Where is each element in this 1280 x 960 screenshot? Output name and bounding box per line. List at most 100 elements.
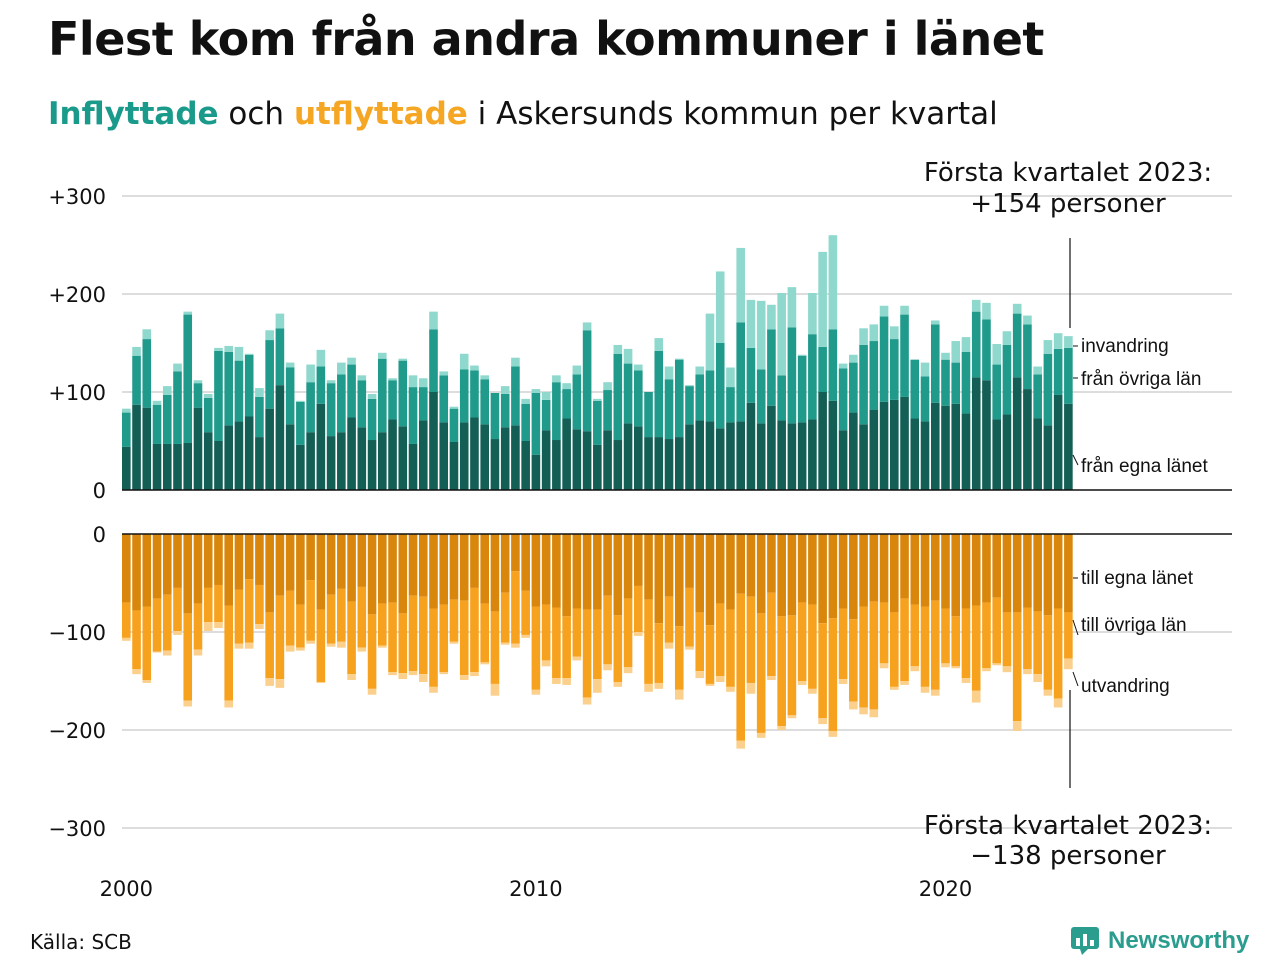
bar-inflow-own-county: [951, 403, 961, 490]
bar-inflow-immigration: [634, 364, 643, 371]
bar-inflow-own-county: [142, 407, 152, 490]
bar-outflow-emigration: [828, 730, 838, 737]
bar-inflow-other-county: [183, 314, 193, 443]
bar-inflow-immigration: [480, 375, 489, 380]
bar-outflow-other-county: [869, 601, 879, 710]
bar-outflow-own-county: [828, 534, 838, 619]
bar-inflow-immigration: [777, 293, 786, 376]
bar-outflow-own-county: [664, 534, 674, 597]
bar-inflow-immigration: [572, 365, 582, 375]
bar-outflow-emigration: [787, 715, 797, 719]
bar-inflow-own-county: [316, 403, 326, 490]
bar-outflow-other-county: [408, 595, 418, 672]
bar-outflow-other-county: [1053, 608, 1063, 699]
bar-inflow-other-county: [552, 382, 561, 441]
bar-inflow-own-county: [869, 409, 879, 490]
bar-outflow-own-county: [521, 534, 530, 591]
bar-outflow-other-county: [1064, 612, 1073, 659]
bar-outflow-other-county: [623, 598, 633, 668]
series-label-leader: [1072, 619, 1079, 636]
bar-outflow-emigration: [337, 641, 346, 648]
bar-outflow-emigration: [173, 631, 182, 635]
bar-outflow-other-county: [715, 603, 725, 677]
bar-inflow-own-county: [982, 380, 991, 490]
bar-inflow-other-county: [378, 358, 387, 433]
bar-outflow-emigration: [797, 681, 807, 685]
bar-outflow-emigration: [552, 678, 561, 684]
bar-outflow-emigration: [685, 646, 694, 650]
bar-outflow-own-county: [367, 534, 377, 615]
bar-inflow-other-county: [941, 359, 950, 406]
bar-outflow-own-county: [941, 534, 950, 609]
bar-outflow-other-county: [961, 608, 971, 679]
bar-outflow-own-county: [654, 534, 664, 624]
bar-inflow-immigration: [1064, 336, 1073, 348]
bar-outflow-other-county: [285, 590, 295, 646]
bar-outflow-own-county: [337, 534, 346, 589]
bar-inflow-own-county: [613, 440, 623, 490]
bar-inflow-own-county: [552, 440, 561, 490]
bar-inflow-own-county: [1064, 403, 1073, 490]
bar-outflow-emigration: [1033, 674, 1042, 682]
bar-inflow-immigration: [162, 386, 172, 395]
bar-outflow-emigration: [572, 656, 582, 661]
bar-outflow-own-county: [818, 534, 827, 624]
bar-inflow-other-county: [705, 370, 715, 422]
bar-inflow-immigration: [224, 345, 233, 352]
bar-outflow-emigration: [132, 669, 141, 675]
bar-inflow-other-county: [418, 387, 428, 421]
bar-outflow-other-county: [459, 600, 469, 676]
bar-inflow-own-county: [685, 424, 694, 490]
bar-outflow-emigration: [992, 663, 1001, 666]
bar-inflow-immigration: [357, 375, 367, 381]
bar-inflow-other-county: [715, 343, 725, 429]
bar-outflow-own-county: [869, 534, 879, 602]
bar-inflow-other-county: [193, 383, 203, 408]
bar-outflow-other-county: [634, 585, 643, 632]
bar-outflow-emigration: [1012, 721, 1022, 731]
bar-outflow-own-county: [1064, 534, 1073, 613]
bar-inflow-immigration: [275, 313, 285, 329]
bar-outflow-other-county: [736, 593, 745, 741]
bar-inflow-own-county: [644, 437, 653, 490]
bar-inflow-immigration: [695, 366, 705, 375]
brand-logo: Newsworthy: [1070, 926, 1249, 956]
bar-outflow-other-county: [244, 579, 254, 643]
bar-inflow-other-county: [787, 327, 797, 424]
bar-inflow-other-county: [490, 392, 500, 440]
bar-inflow-own-county: [777, 420, 786, 490]
bar-inflow-own-county: [715, 428, 725, 490]
bar-outflow-own-county: [183, 534, 193, 614]
bar-outflow-emigration: [756, 732, 766, 738]
bar-inflow-other-county: [1012, 313, 1022, 378]
bar-inflow-own-county: [930, 402, 940, 490]
bar-inflow-immigration: [367, 393, 377, 399]
bar-inflow-other-county: [930, 324, 940, 403]
bar-inflow-other-county: [357, 380, 367, 428]
bar-inflow-immigration: [767, 304, 776, 330]
bar-outflow-other-county: [316, 609, 326, 682]
bar-inflow-other-county: [582, 330, 592, 432]
bar-outflow-other-county: [142, 606, 152, 681]
bar-outflow-own-county: [900, 534, 909, 599]
bar-outflow-emigration: [142, 680, 152, 683]
bar-outflow-emigration: [890, 686, 899, 690]
bar-inflow-own-county: [480, 424, 489, 490]
bar-inflow-immigration: [971, 299, 981, 312]
bar-inflow-other-county: [910, 359, 920, 419]
bar-inflow-immigration: [623, 348, 633, 364]
bar-inflow-immigration: [1033, 366, 1042, 375]
bar-inflow-other-county: [1023, 324, 1032, 390]
bar-inflow-own-county: [828, 400, 838, 490]
bar-inflow-own-county: [193, 407, 203, 490]
bar-outflow-other-county: [818, 623, 827, 719]
bar-inflow-own-county: [674, 437, 684, 490]
bar-inflow-own-county: [654, 437, 664, 490]
bar-outflow-other-county: [572, 608, 582, 657]
bar-outflow-own-county: [418, 534, 428, 597]
bar-inflow-own-county: [183, 442, 193, 490]
annotation-bottom-line1: Första kvartalet 2023:: [924, 811, 1212, 841]
bar-inflow-other-county: [746, 347, 756, 403]
bar-outflow-emigration: [818, 718, 827, 725]
